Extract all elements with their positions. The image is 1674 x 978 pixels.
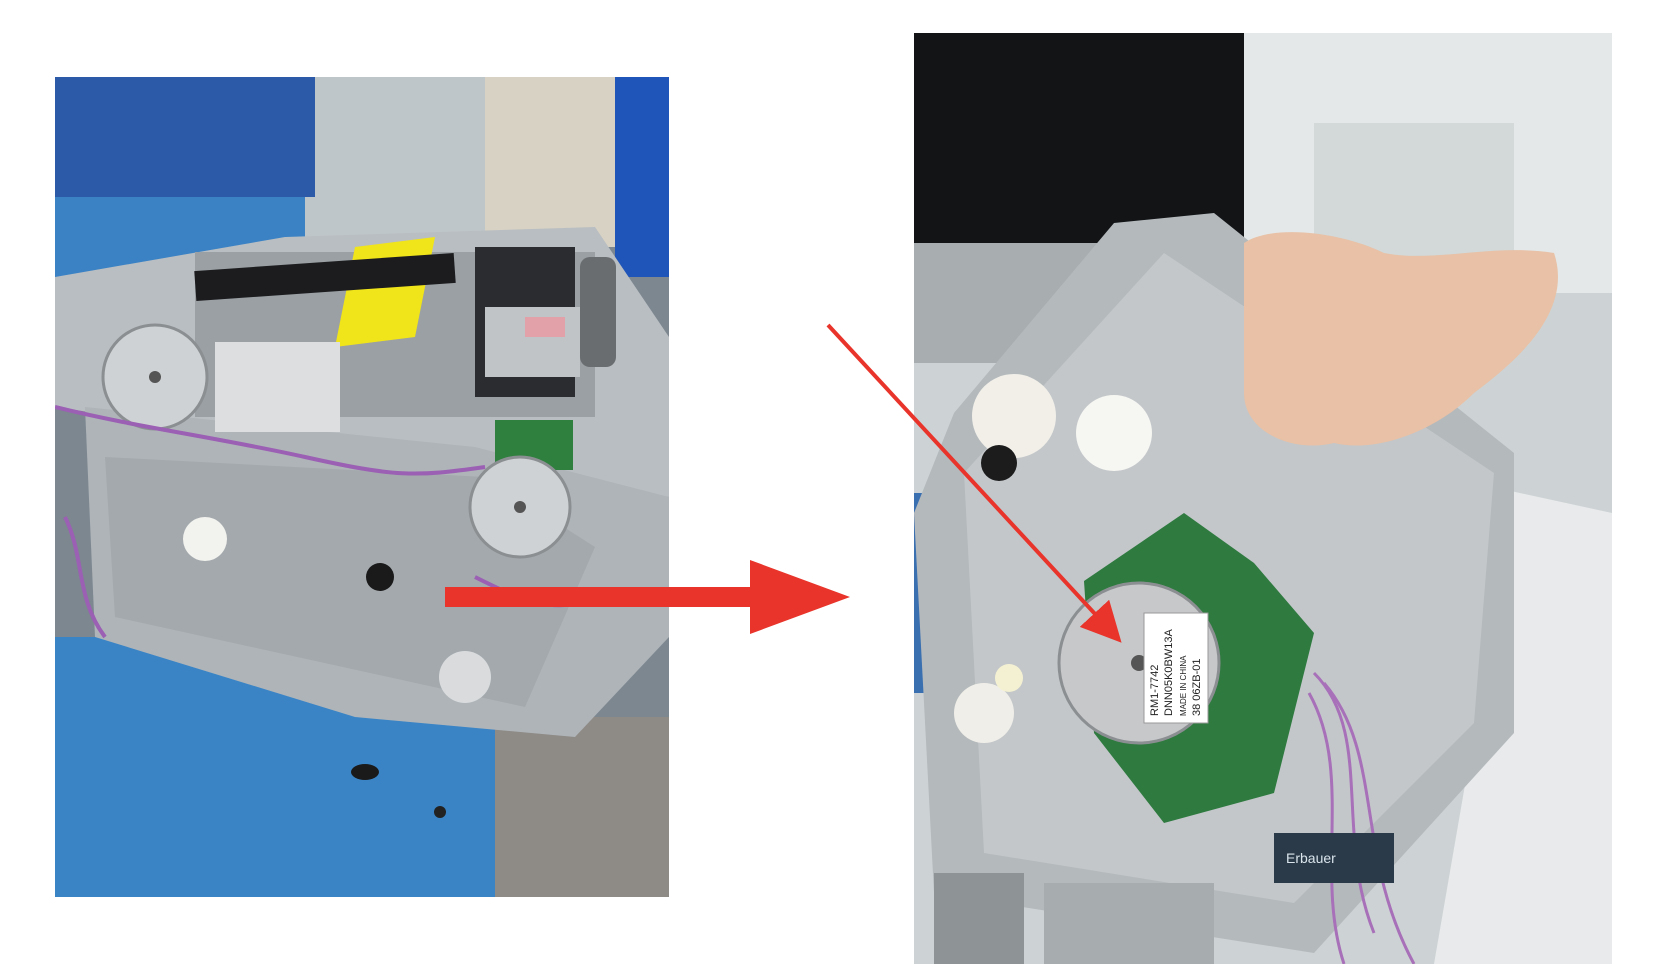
purple-wires — [1312, 671, 1376, 934]
motor-label-line1: RM1-7742 — [1149, 665, 1161, 716]
motor-label-line3: MADE IN CHINA — [1179, 655, 1188, 716]
monitor — [914, 33, 1244, 243]
drill-brand-text: Erbauer — [1286, 850, 1336, 866]
white-gear-upper — [972, 374, 1056, 458]
drill — [1274, 833, 1394, 883]
left-photo-illustration — [55, 77, 669, 897]
motor-label-line2: DNN05K0BW13A — [1163, 629, 1175, 716]
white-bracket — [215, 342, 340, 432]
motor-label-line4: 38 06ZB-01 — [1191, 659, 1203, 716]
right-photo-illustration: RM1-7742 DNN05K0BW13A MADE IN CHINA 38 0… — [914, 33, 1612, 964]
white-gear — [183, 517, 227, 561]
right-photo: RM1-7742 DNN05K0BW13A MADE IN CHINA 38 0… — [914, 33, 1612, 964]
purple-wires — [55, 405, 486, 476]
motor-label: RM1-7742 DNN05K0BW13A MADE IN CHINA 38 0… — [1143, 612, 1209, 724]
hand — [1244, 232, 1558, 446]
left-photo — [55, 77, 669, 897]
screwdriver — [580, 257, 616, 367]
